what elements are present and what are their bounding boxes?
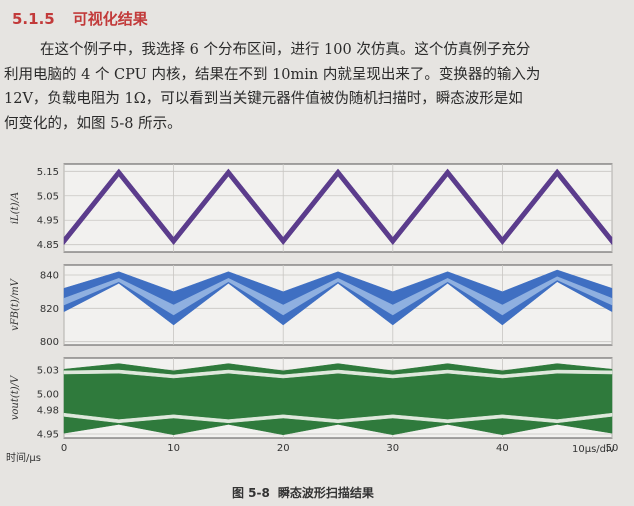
figure-caption-text: 瞬态波形扫描结果 — [277, 486, 374, 500]
x-tick-label: 30 — [386, 443, 399, 454]
y-tick-label: 5.00 — [37, 390, 59, 401]
x-axis-label: 时间/µs — [6, 451, 41, 464]
y-tick-label: 5.03 — [37, 366, 59, 377]
x-tick-label: 20 — [277, 443, 290, 454]
section-heading: 5.1.5 可视化结果 — [12, 8, 148, 29]
y-tick-label: 4.85 — [37, 240, 59, 251]
paragraph-line: 利用电脑的 4 个 CPU 内核，结果在不到 10min 内就呈现出来了。变换器… — [4, 66, 541, 83]
section-number: 5.1.5 — [12, 10, 55, 28]
x-tick-label: 40 — [496, 443, 509, 454]
paragraph-line: 何变化的，如图 5-8 所示。 — [4, 115, 182, 132]
y-tick-label: 800 — [40, 337, 59, 348]
y-tick-label: 820 — [40, 304, 59, 315]
x-tick-label: 10 — [167, 443, 180, 454]
waveform-band — [63, 168, 613, 246]
x-tick-label: 0 — [61, 443, 67, 454]
figure-caption: 图 5-8 瞬态波形扫描结果 — [232, 484, 374, 501]
body-paragraph: 在这个例子中，我选择 6 个分布区间，进行 100 次仿真。这个仿真例子充分 利… — [0, 38, 634, 136]
waveform-band — [63, 269, 613, 326]
y-tick-label: 5.05 — [37, 191, 59, 202]
y-axis-label: iL(t)/A — [10, 192, 21, 224]
y-tick-label: 4.95 — [37, 430, 59, 441]
paragraph-line: 在这个例子中，我选择 6 个分布区间，进行 100 次仿真。这个仿真例子充分 — [40, 42, 531, 58]
y-axis-label: vFB(t)/mV — [10, 277, 21, 331]
x-tick-label: 50 — [606, 443, 619, 454]
x-scale-label: 10µs/div — [572, 444, 615, 455]
waveform-figure: 5.15 5.05 4.95 4.85 iL(t)/A 840 820 800 vFB(t)/m… — [6, 163, 619, 464]
y-tick-label: 5.15 — [37, 167, 59, 178]
figure-number: 图 5-8 — [232, 486, 270, 500]
y-tick-label: 840 — [40, 271, 59, 282]
waveform-gap — [63, 369, 613, 379]
waveform-inner-band — [63, 276, 613, 316]
y-axis-label: vout(t)/V — [10, 374, 21, 420]
section-title: 可视化结果 — [72, 10, 148, 28]
paragraph-line: 12V，负载电阻为 1Ω，可以看到当关键元器件值被伪随机扫描时，瞬态波形是如 — [4, 91, 523, 107]
y-tick-label: 4.98 — [37, 406, 59, 417]
waveform-gap — [63, 412, 613, 424]
plot-panel-frame — [63, 163, 613, 253]
y-tick-label: 4.95 — [37, 216, 59, 227]
